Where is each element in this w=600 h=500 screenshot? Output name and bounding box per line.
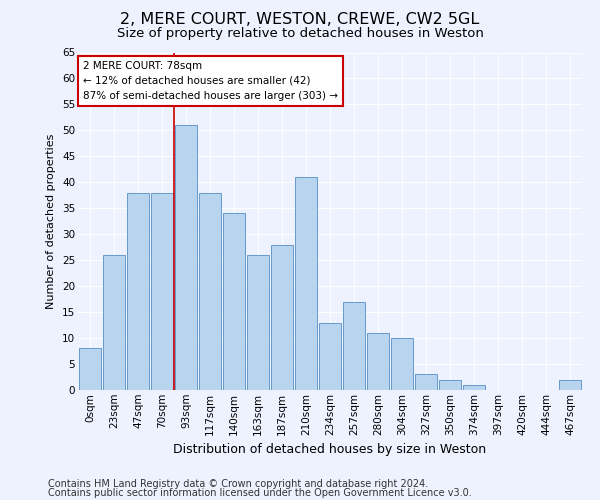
Bar: [175, 125, 197, 390]
X-axis label: Distribution of detached houses by size in Weston: Distribution of detached houses by size …: [173, 443, 487, 456]
Bar: [271, 244, 293, 390]
Bar: [79, 348, 101, 390]
Text: 2, MERE COURT, WESTON, CREWE, CW2 5GL: 2, MERE COURT, WESTON, CREWE, CW2 5GL: [121, 12, 479, 28]
Bar: [415, 374, 437, 390]
Bar: [127, 192, 149, 390]
Text: Contains public sector information licensed under the Open Government Licence v3: Contains public sector information licen…: [48, 488, 472, 498]
Text: Size of property relative to detached houses in Weston: Size of property relative to detached ho…: [116, 28, 484, 40]
Bar: [319, 322, 341, 390]
Bar: [151, 192, 173, 390]
Bar: [199, 192, 221, 390]
Bar: [343, 302, 365, 390]
Text: 2 MERE COURT: 78sqm
← 12% of detached houses are smaller (42)
87% of semi-detach: 2 MERE COURT: 78sqm ← 12% of detached ho…: [83, 61, 338, 100]
Text: Contains HM Land Registry data © Crown copyright and database right 2024.: Contains HM Land Registry data © Crown c…: [48, 479, 428, 489]
Bar: [367, 333, 389, 390]
Bar: [559, 380, 581, 390]
Bar: [103, 255, 125, 390]
Bar: [223, 214, 245, 390]
Bar: [295, 177, 317, 390]
Y-axis label: Number of detached properties: Number of detached properties: [46, 134, 56, 309]
Bar: [391, 338, 413, 390]
Bar: [247, 255, 269, 390]
Bar: [439, 380, 461, 390]
Bar: [463, 385, 485, 390]
